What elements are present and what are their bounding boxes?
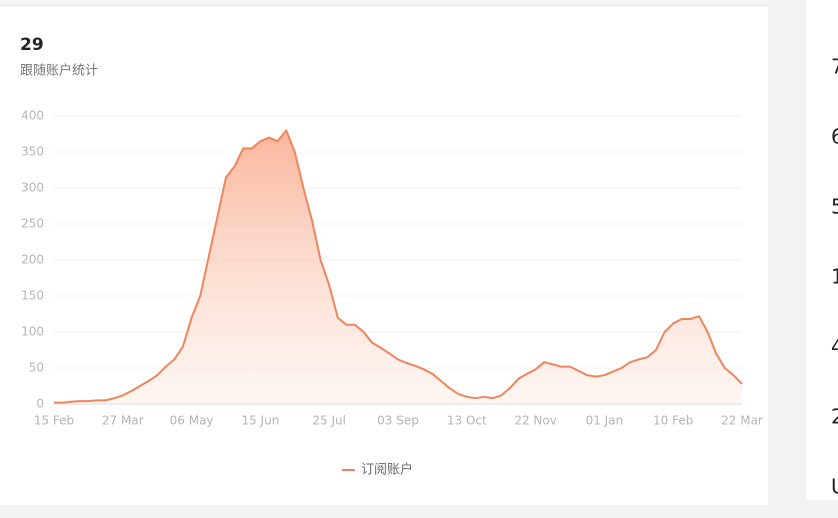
x-tick-label: 01 Jan: [586, 414, 624, 428]
y-tick-label: 250: [21, 217, 44, 231]
area-fill: [54, 130, 742, 404]
x-tick-label: 25 Jul: [312, 414, 346, 428]
side-value: 1: [831, 265, 838, 289]
y-tick-label: 400: [21, 109, 44, 123]
side-value: 7: [831, 55, 838, 79]
x-tick-label: 27 Mar: [102, 414, 144, 428]
side-values: 7 6 5 1 4 2 U: [831, 55, 838, 499]
x-tick-label: 10 Feb: [653, 414, 693, 428]
side-value: 2: [831, 405, 838, 429]
line: [54, 129, 743, 404]
side-panel: [806, 0, 838, 500]
chart: 0 50 100 150 200 250 300 350 400 15 Feb 27 Mar 06 M…: [21, 109, 763, 478]
legend-label: 订阅账户: [361, 462, 413, 478]
y-tick-label: 150: [21, 289, 44, 303]
y-tick-label: 300: [21, 181, 44, 195]
y-tick-label: 200: [21, 253, 44, 267]
count: 29: [20, 35, 44, 55]
side-value: 6: [831, 125, 838, 149]
x-tick-label: 03 Sep: [377, 414, 419, 428]
subtitle: 跟随账户统计: [20, 63, 98, 79]
y-tick-label: 100: [21, 325, 44, 339]
x-tick-label: 06 May: [170, 414, 214, 428]
y-tick-label: 50: [29, 361, 44, 375]
x-tick-label: 15 Jun: [241, 414, 279, 428]
x-tick-label: 22 Mar: [721, 414, 763, 428]
y-tick-label: 0: [36, 397, 44, 411]
x-tick-label: 22 Nov: [514, 414, 557, 428]
x-tick-label: 15 Feb: [34, 414, 74, 428]
y-tick-label: 350: [21, 145, 44, 159]
side-value: 5: [831, 195, 838, 219]
x-tick-label: 13 Oct: [447, 414, 487, 428]
chart-card: [0, 6, 768, 505]
side-value: U: [831, 475, 838, 499]
side-value: 4: [831, 335, 838, 359]
